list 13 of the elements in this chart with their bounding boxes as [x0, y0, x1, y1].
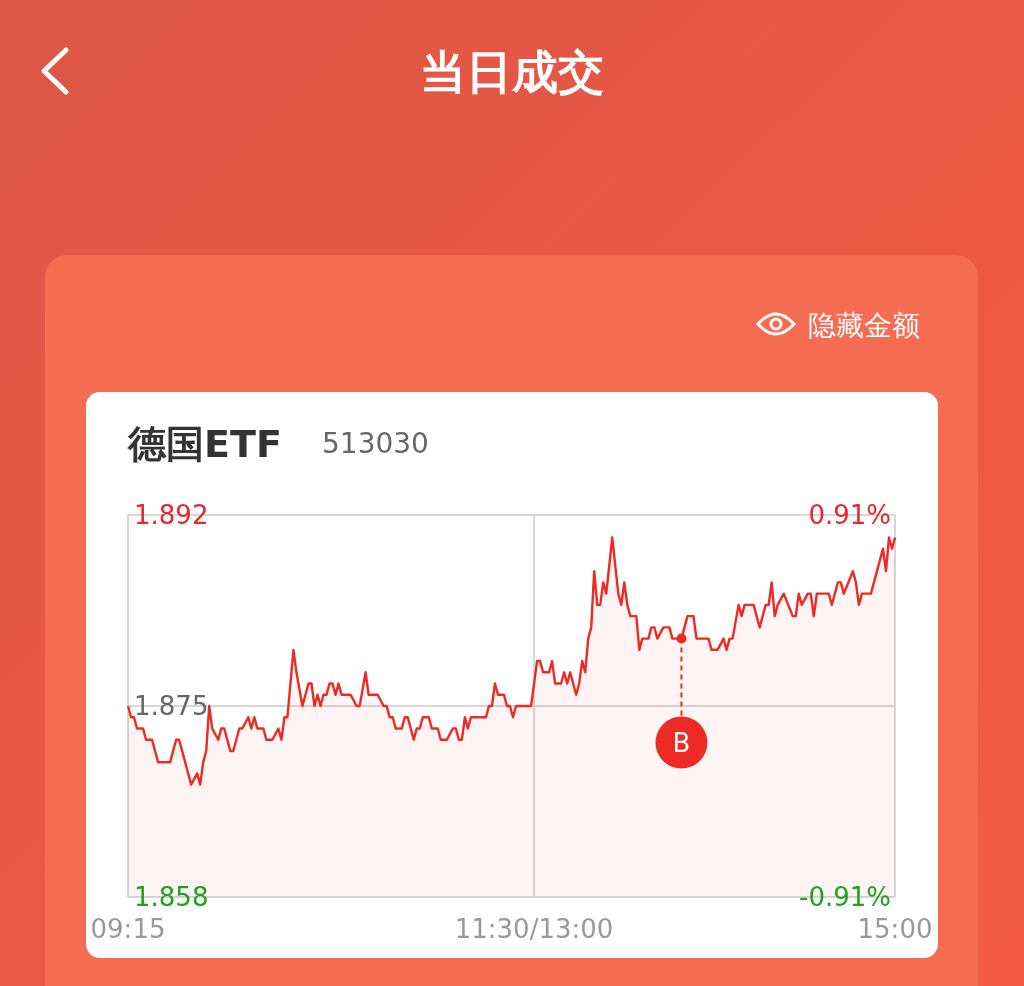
- x-tick-label: 09:15: [90, 914, 166, 944]
- y2-tick-label: 0.91%: [808, 500, 891, 531]
- x-tick-label: 15:00: [857, 914, 933, 944]
- y2-tick-label: -0.91%: [799, 882, 891, 913]
- chart-subtitle: 513030: [322, 427, 429, 460]
- y-tick-label: 1.875: [134, 691, 209, 722]
- chart-title: 德国ETF: [127, 422, 282, 466]
- text: 隐藏金额: [808, 309, 920, 342]
- y-tick-label: 1.858: [134, 882, 209, 913]
- x-tick-label: 11:30/13:00: [454, 914, 614, 944]
- text: 当日成交: [420, 45, 604, 99]
- annotation: B: [672, 727, 691, 758]
- y-tick-label: 1.892: [134, 500, 209, 531]
